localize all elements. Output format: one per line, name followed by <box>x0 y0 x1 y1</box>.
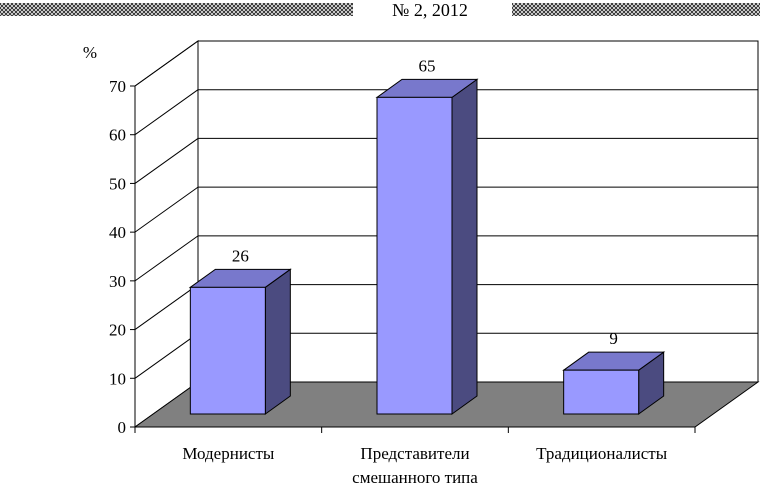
y-tick-label: 50 <box>109 174 126 193</box>
data-label: 9 <box>609 329 618 348</box>
x-tick-label: Модернисты <box>182 444 275 463</box>
y-tick-label: 70 <box>109 77 126 96</box>
header-title: № 2, 2012 <box>392 0 468 20</box>
gridline-side <box>134 284 199 330</box>
gridline-side <box>134 332 199 379</box>
x-tick-label: Представители <box>360 444 469 463</box>
x-tick-label: Традиционалисты <box>536 444 668 463</box>
gridline-side <box>134 89 199 136</box>
gridline-side <box>134 186 199 233</box>
bar-side <box>451 78 478 415</box>
y-tick-label: 10 <box>109 369 126 388</box>
header-band <box>0 3 760 16</box>
data-label: 26 <box>232 246 249 265</box>
header-pattern-right <box>512 3 760 16</box>
x-tick-label: смешанного типа <box>352 468 478 486</box>
y-tick-label: 30 <box>109 272 126 291</box>
y-tick-label: 20 <box>109 321 126 340</box>
bar-side <box>264 268 291 415</box>
bar <box>376 96 453 415</box>
side-wall <box>134 40 199 428</box>
y-tick-label: 60 <box>109 126 126 145</box>
data-label: 65 <box>419 56 436 75</box>
header-pattern-left <box>0 3 353 16</box>
y-tick-label: 0 <box>118 418 127 437</box>
plot-area: 0 10 20 30 40 50 60 70% 26 Модернисты 65 Представит… <box>83 40 760 486</box>
y-tick-label: 40 <box>109 223 126 242</box>
bar <box>189 286 266 415</box>
gridline-side <box>134 138 199 184</box>
gridline-side <box>134 235 199 282</box>
gridline-side <box>134 40 199 87</box>
bar <box>563 369 640 415</box>
y-axis-label: % <box>83 43 97 62</box>
